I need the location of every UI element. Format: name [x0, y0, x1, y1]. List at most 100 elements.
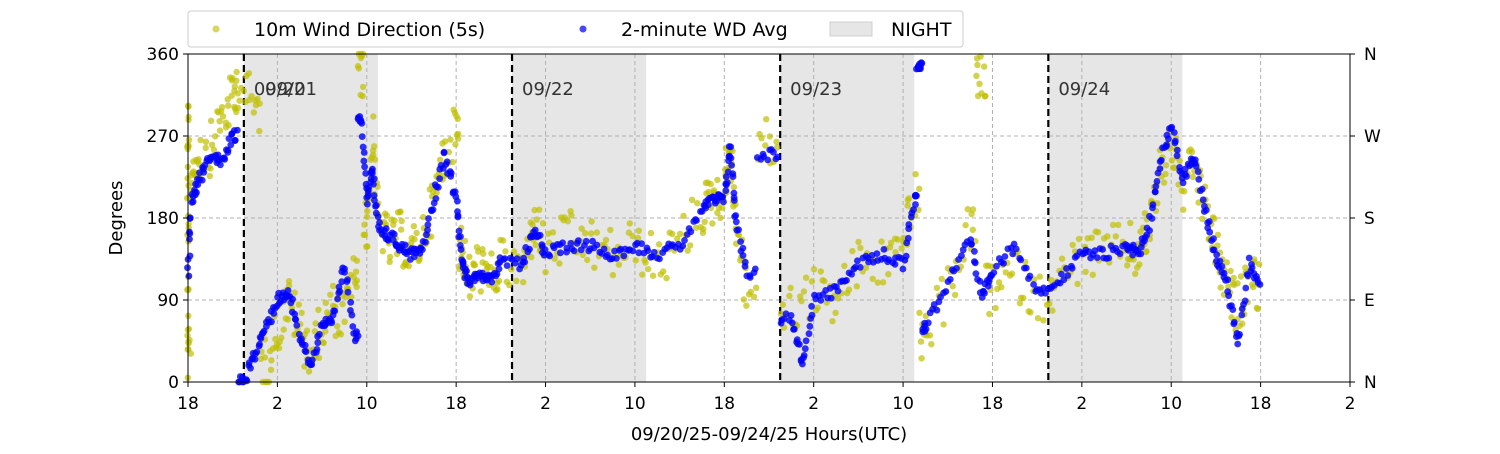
- wind-direction-5s-point: [1069, 241, 1076, 249]
- wind-direction-5s-point: [1016, 300, 1024, 307]
- wind-direction-2min-avg-point: [681, 237, 688, 244]
- wind-direction-5s-point: [1049, 307, 1056, 314]
- wind-direction-5s-point: [436, 156, 444, 163]
- legend-box: [187, 10, 964, 48]
- wind-direction-5s-point: [1237, 273, 1245, 280]
- legend-item-2min-avg-label: 2-minute WD Avg: [621, 19, 788, 41]
- wind-direction-5s-point: [305, 368, 313, 375]
- wind-direction-5s-point: [455, 130, 462, 138]
- wind-direction-2min-avg-point: [371, 196, 378, 204]
- wind-direction-5s-point: [857, 244, 864, 252]
- wind-direction-5s-point: [1104, 233, 1111, 240]
- wind-direction-2min-avg-point: [993, 262, 1000, 270]
- wind-direction-5s-point: [267, 366, 275, 373]
- x-tick-label: 10: [356, 394, 378, 414]
- wind-direction-5s-point: [766, 133, 774, 140]
- wind-direction-5s-point: [1199, 215, 1206, 222]
- wind-direction-2min-avg-point: [613, 255, 620, 262]
- wind-direction-2min-avg-point: [436, 175, 443, 183]
- wind-direction-2min-avg-point: [1001, 253, 1009, 260]
- wind-direction-2min-avg-point: [193, 189, 200, 196]
- wind-direction-2min-avg-point: [1026, 272, 1034, 280]
- wind-direction-5s-point: [250, 109, 257, 116]
- wind-direction-5s-point: [187, 350, 194, 357]
- wind-direction-5s-point: [773, 138, 780, 145]
- wind-direction-5s-point: [225, 102, 232, 109]
- wind-direction-2min-avg-point: [227, 141, 235, 149]
- wind-direction-2min-avg-point: [834, 287, 842, 295]
- wind-direction-2min-avg-point: [503, 262, 511, 269]
- wind-direction-2min-avg-point: [1129, 251, 1136, 259]
- wind-direction-5s-point: [1143, 248, 1150, 255]
- wind-direction-2min-avg-point: [531, 226, 539, 234]
- wind-direction-5s-point: [240, 87, 247, 95]
- wind-direction-5s-point: [964, 206, 971, 213]
- wind-direction-5s-point: [584, 256, 591, 264]
- wind-direction-5s-point: [747, 288, 754, 296]
- wind-direction-5s-point: [1112, 233, 1120, 240]
- wind-direction-2min-avg-point: [719, 193, 727, 201]
- legend: 10m Wind Direction (5s) 2-minute WD Avg NI…: [187, 10, 964, 48]
- wind-direction-5s-point: [322, 328, 329, 335]
- wind-direction-5s-point: [835, 295, 842, 302]
- wind-direction-5s-point: [1230, 274, 1237, 282]
- wind-direction-2min-avg-point: [910, 206, 917, 214]
- wind-direction-5s-point: [645, 265, 652, 273]
- wind-direction-5s-point: [892, 249, 899, 256]
- wind-direction-2min-avg-point: [727, 143, 735, 151]
- wind-direction-5s-point: [364, 243, 371, 250]
- wind-direction-2min-avg-point: [1194, 168, 1202, 176]
- wind-direction-5s-point: [245, 70, 253, 77]
- wind-direction-2min-avg-point: [959, 246, 967, 254]
- wind-direction-5s-point: [529, 221, 536, 228]
- wind-direction-5s-point: [1127, 219, 1134, 227]
- wind-direction-5s-point: [361, 231, 369, 238]
- day-label: 09/24: [1058, 79, 1110, 100]
- wind-direction-2min-avg-point: [873, 250, 881, 257]
- wind-direction-5s-point: [821, 277, 828, 285]
- wind-direction-2min-avg-point: [1205, 218, 1213, 225]
- wind-direction-5s-point: [995, 279, 1003, 286]
- wind-direction-2min-avg-point: [799, 360, 806, 368]
- wind-direction-5s-point: [542, 269, 549, 276]
- wind-direction-5s-point: [692, 224, 700, 231]
- wind-direction-5s-point: [1027, 309, 1034, 316]
- wind-direction-2min-avg-point: [313, 346, 321, 353]
- wind-direction-2min-avg-point: [972, 270, 980, 277]
- wind-direction-5s-point: [219, 113, 227, 120]
- wind-direction-5s-point: [291, 289, 298, 296]
- wind-direction-5s-point: [758, 135, 765, 142]
- wind-direction-2min-avg-point: [559, 239, 566, 247]
- wind-direction-5s-point: [1094, 229, 1102, 236]
- wind-direction-5s-point: [322, 299, 329, 306]
- wind-direction-2min-avg-point: [234, 126, 241, 134]
- wind-direction-2min-avg-point: [843, 277, 850, 284]
- x-tick-label: 18: [713, 394, 735, 414]
- wind-direction-2min-avg-point: [1248, 264, 1256, 272]
- wind-direction-2min-avg-point: [1199, 196, 1207, 204]
- wind-direction-5s-point: [275, 344, 283, 352]
- wind-direction-2min-avg-point: [782, 310, 790, 318]
- wind-direction-5s-point: [466, 293, 474, 300]
- wind-direction-5s-point: [593, 229, 601, 236]
- wind-direction-5s-point: [969, 206, 977, 213]
- wind-direction-5s-point: [602, 236, 610, 244]
- wind-direction-2min-avg-point: [365, 184, 372, 192]
- wind-direction-5s-point: [564, 218, 571, 225]
- wind-direction-5s-point: [334, 323, 341, 330]
- wind-direction-2min-avg-point: [650, 248, 658, 256]
- legend-item-wind-5s-marker: [212, 25, 220, 33]
- wind-direction-2min-avg-point: [424, 226, 431, 234]
- wind-direction-5s-point: [916, 309, 923, 316]
- wind-direction-2min-avg-point: [582, 237, 590, 245]
- wind-direction-5s-point: [688, 196, 696, 203]
- wind-direction-2min-avg-point: [362, 170, 370, 177]
- wind-direction-2min-avg-point: [891, 260, 899, 268]
- wind-direction-2min-avg-point: [454, 197, 461, 205]
- wind-direction-5s-point: [551, 255, 558, 262]
- wind-direction-2min-avg-point: [924, 319, 932, 327]
- wind-direction-2min-avg-point: [1000, 260, 1007, 267]
- wind-direction-2min-avg-point: [801, 345, 809, 353]
- wind-direction-2min-avg-point: [361, 163, 368, 171]
- wind-direction-2min-avg-point: [526, 245, 533, 253]
